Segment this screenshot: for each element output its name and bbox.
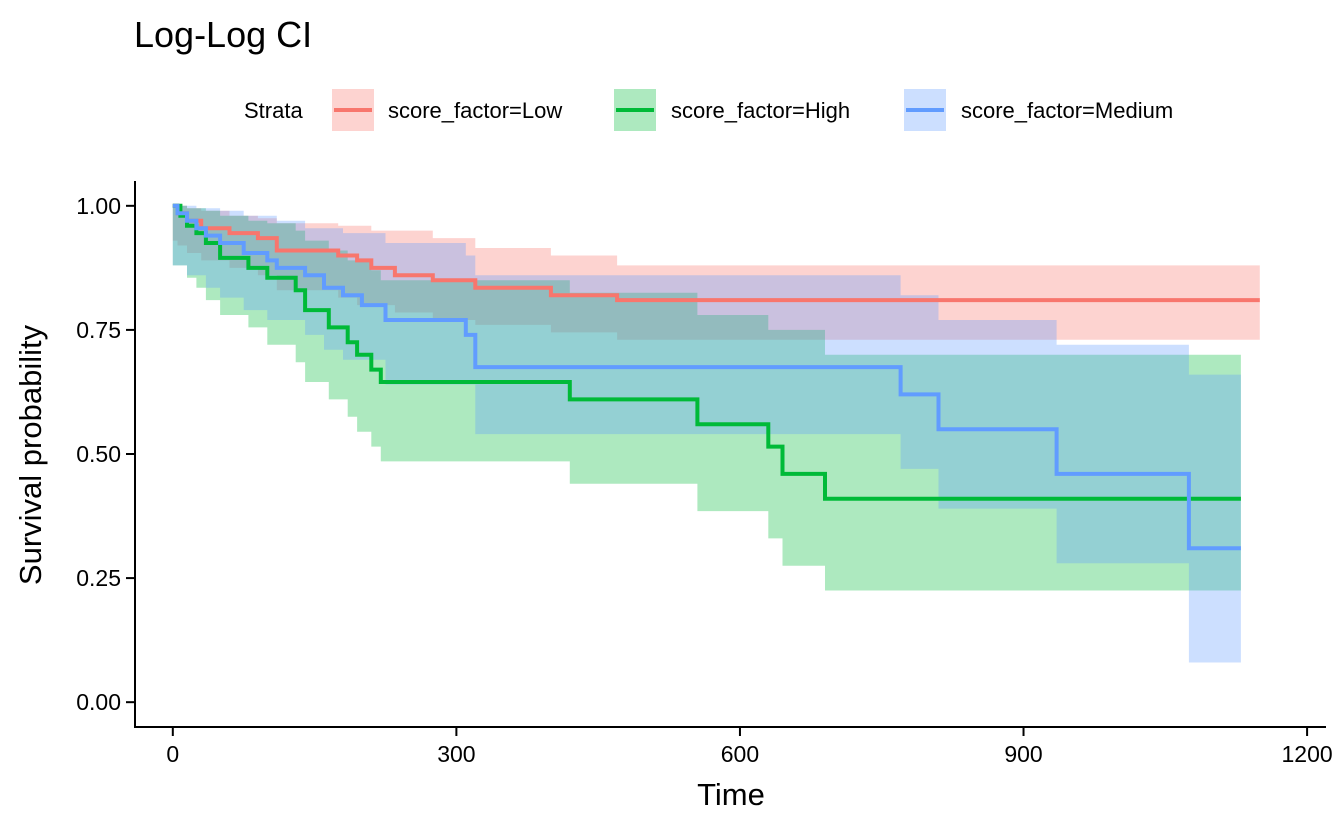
legend-item-medium: score_factor=Medium [904, 89, 1173, 131]
legend-label-medium: score_factor=Medium [961, 98, 1173, 123]
x-tick-label: 1200 [1282, 741, 1333, 767]
y-tick-label: 0.75 [76, 317, 121, 343]
survival-line-low [172, 203, 1260, 303]
axis-ticks: 0 300 600 900 1200 0.00 0.25 0.50 0.75 1.00 [76, 193, 1332, 767]
y-tick-label: 0.25 [76, 565, 121, 591]
chart-title: Log-Log CI [134, 14, 312, 55]
x-tick-label: 0 [166, 741, 179, 767]
legend: Strata score_factor=Low score_factor=Hig… [244, 89, 1173, 131]
y-tick-label: 0.00 [76, 689, 121, 715]
x-tick-label: 900 [1004, 741, 1042, 767]
x-tick-label: 600 [721, 741, 759, 767]
legend-label-low: score_factor=Low [388, 98, 562, 123]
ci-band-low [172, 205, 1260, 350]
y-tick-label: 1.00 [76, 193, 121, 219]
ci-band-high [172, 205, 1241, 591]
x-tick-label: 300 [437, 741, 475, 767]
y-tick-label: 0.50 [76, 441, 121, 467]
plot-area [172, 203, 1260, 663]
legend-title: Strata [244, 98, 303, 123]
survival-line-high [172, 203, 1241, 501]
survival-line-medium [172, 203, 1241, 551]
legend-item-high: score_factor=High [614, 89, 850, 131]
legend-item-low: score_factor=Low [332, 89, 562, 131]
x-axis-title: Time [697, 777, 765, 812]
legend-label-high: score_factor=High [671, 98, 850, 123]
y-axis-title: Survival probability [13, 324, 48, 585]
